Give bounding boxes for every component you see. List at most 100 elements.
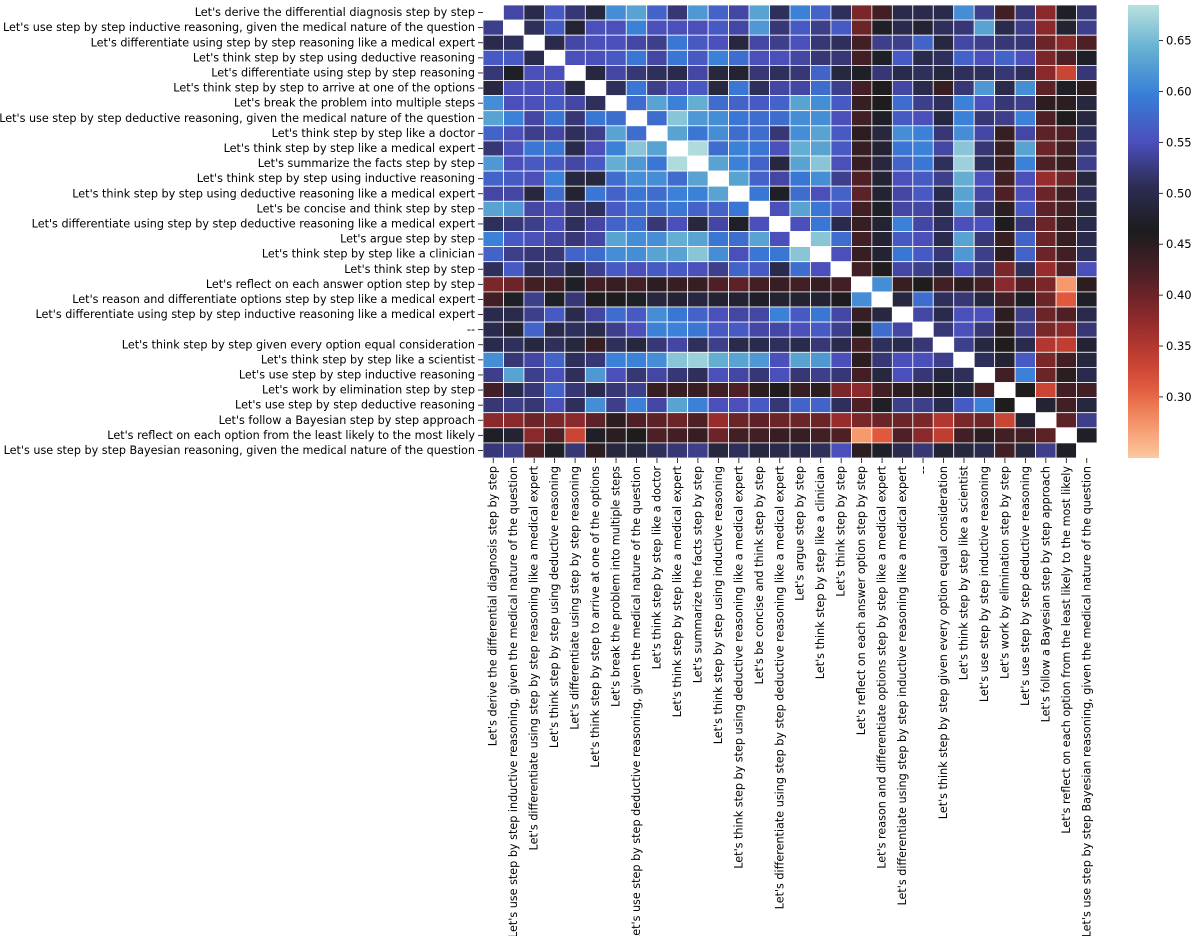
heatmap-cell <box>1055 170 1077 187</box>
heatmap-cell <box>646 4 668 21</box>
y-tick-label: -- <box>467 323 475 336</box>
y-tick-label: Let's work by elimination step by step <box>262 384 475 397</box>
heatmap-cell <box>994 382 1016 399</box>
heatmap-cell <box>1076 140 1098 157</box>
heatmap-cell <box>1035 351 1057 368</box>
heatmap-cell <box>503 276 525 293</box>
heatmap-cell <box>871 110 893 127</box>
x-tick-label: Let's think step by step like a clinicia… <box>814 466 827 679</box>
heatmap-cell <box>564 306 586 323</box>
heatmap-cell <box>891 412 914 429</box>
y-tick-label: Let's follow a Bayesian step by step app… <box>219 414 475 427</box>
heatmap-cell <box>544 397 566 414</box>
heatmap-cell <box>994 231 1016 248</box>
heatmap-cell <box>687 185 709 202</box>
heatmap-cell <box>523 291 545 308</box>
heatmap-cell <box>953 80 975 97</box>
heatmap-cell <box>953 412 975 429</box>
heatmap-cell <box>789 185 811 202</box>
heatmap-cell <box>994 80 1016 97</box>
heatmap-cell <box>707 65 730 81</box>
heatmap-cell <box>544 125 566 142</box>
heatmap-cell <box>891 336 914 353</box>
heatmap-cell <box>646 215 668 232</box>
heatmap-cell <box>1035 200 1057 217</box>
heatmap-cell <box>1014 246 1037 263</box>
heatmap-cell <box>666 125 689 142</box>
heatmap-cell <box>646 321 668 338</box>
heatmap-cell <box>769 215 791 232</box>
heatmap-cell <box>1076 65 1098 81</box>
heatmap-cell <box>1076 110 1098 127</box>
heatmap-cell <box>625 19 648 36</box>
heatmap-cell <box>769 246 791 263</box>
heatmap-cell <box>1055 231 1077 248</box>
heatmap-cell <box>851 351 873 368</box>
heatmap-cell <box>1014 34 1037 51</box>
heatmap-cell <box>830 366 852 383</box>
heatmap-cell <box>871 336 893 353</box>
heatmap-cell <box>625 306 648 323</box>
heatmap-cell <box>625 125 648 142</box>
heatmap-cell <box>953 200 975 217</box>
heatmap-cell <box>748 4 770 21</box>
heatmap-cell <box>810 382 832 399</box>
heatmap-cell <box>707 200 730 217</box>
heatmap-cell <box>605 34 627 51</box>
heatmap-cell <box>748 155 770 172</box>
heatmap-cell <box>830 321 852 338</box>
heatmap-cell <box>891 231 914 248</box>
heatmap-cell <box>789 397 811 414</box>
heatmap-cell <box>584 155 607 172</box>
heatmap-cell <box>769 140 791 157</box>
heatmap-cell <box>503 4 525 21</box>
heatmap-cell <box>646 95 668 112</box>
heatmap-cell <box>789 200 811 217</box>
heatmap-cell <box>1055 261 1077 278</box>
heatmap-cell <box>871 261 893 278</box>
heatmap-cell <box>1035 170 1057 187</box>
heatmap-cell <box>503 110 525 127</box>
heatmap-cell <box>912 291 934 308</box>
heatmap-cell <box>789 170 811 187</box>
heatmap-cell <box>482 125 504 142</box>
heatmap-cell <box>1014 427 1037 444</box>
heatmap-cell <box>810 200 832 217</box>
y-tick-label: Let's think step by step to arrive at on… <box>173 82 475 95</box>
heatmap-cell <box>646 65 668 81</box>
heatmap-cell <box>932 382 955 399</box>
heatmap-cell <box>687 95 709 112</box>
heatmap-cell <box>482 231 504 248</box>
y-tick-label: Let's be concise and think step by step <box>257 202 475 215</box>
heatmap-cell <box>728 125 750 142</box>
heatmap-cell <box>994 49 1016 66</box>
heatmap-cell <box>830 170 852 187</box>
heatmap-cell <box>728 427 750 444</box>
heatmap-cell <box>605 261 627 278</box>
heatmap-cell <box>646 231 668 248</box>
heatmap-cell <box>564 351 586 368</box>
heatmap-cell <box>810 170 832 187</box>
heatmap-cell <box>810 412 832 429</box>
heatmap-cell <box>891 321 914 338</box>
heatmap-cell <box>1014 261 1037 278</box>
heatmap-cell <box>769 382 791 399</box>
heatmap-cell <box>564 125 586 142</box>
heatmap-cell <box>1014 110 1037 127</box>
heatmap-cell <box>953 351 975 368</box>
heatmap-cell <box>1076 412 1098 429</box>
heatmap-cell <box>748 276 770 293</box>
heatmap-cell <box>646 185 668 202</box>
heatmap-cell <box>687 155 709 172</box>
heatmap-cell <box>994 110 1016 127</box>
heatmap-cell <box>973 65 996 81</box>
heatmap-cell <box>891 34 914 51</box>
colorbar-tick-label: 0.35 <box>1166 339 1192 353</box>
heatmap-cell <box>666 4 689 21</box>
heatmap-cell <box>1055 4 1077 21</box>
heatmap-cell <box>953 140 975 157</box>
x-tick-label: Let's use step by step inductive reasoni… <box>507 466 520 936</box>
heatmap-cell <box>953 366 975 383</box>
heatmap-cell <box>544 291 566 308</box>
heatmap-cell <box>728 215 750 232</box>
